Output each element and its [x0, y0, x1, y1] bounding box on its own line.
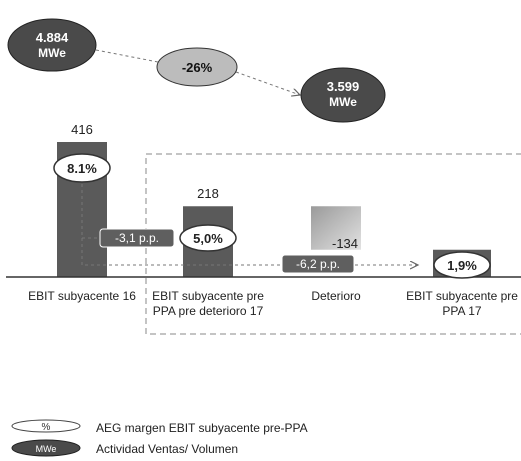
legend-text-volume: Actividad Ventas/ Volumen — [96, 442, 239, 456]
margin-label-0: 8.1% — [67, 161, 97, 176]
category-label-0: EBIT subyacente 16 — [28, 289, 136, 303]
volume-end-unit: MWe — [329, 95, 357, 109]
value-label-0: 416 — [71, 122, 93, 137]
bar-2 — [311, 206, 361, 250]
margin-change-label-0: -3,1 p.p. — [115, 231, 159, 245]
margin-change-box-0 — [99, 228, 175, 248]
volume-end-value: 3.599 — [327, 79, 360, 94]
volume-connector-1 — [95, 49, 159, 63]
category-label-1: PPA pre deterioro 17 — [153, 304, 264, 318]
margin-ellipse-3 — [433, 251, 491, 279]
margin-change-box-1 — [281, 254, 355, 274]
legend-symbol-margin — [11, 419, 81, 433]
volume-start-value: 4.884 — [36, 30, 69, 45]
legend-symbol-volume — [11, 439, 81, 457]
margin-change-label-1: -6,2 p.p. — [296, 257, 340, 271]
legend-text-margin: AEG margen EBIT subyacente pre-PPA — [96, 421, 308, 435]
volume-change-label: -26% — [182, 60, 213, 75]
category-label-3: PPA 17 — [442, 304, 481, 318]
margin-ellipse-1 — [179, 224, 237, 252]
margin-ellipse-0 — [53, 153, 111, 183]
volume-start-unit: MWe — [38, 46, 66, 60]
legend-symbol-volume-label: MWe — [36, 444, 57, 454]
volume-change-ellipse — [156, 47, 238, 87]
category-label-1: EBIT subyacente pre — [152, 289, 264, 303]
category-label-2: Deterioro — [311, 289, 361, 303]
value-label-1: 218 — [197, 186, 219, 201]
volume-connector-2 — [235, 71, 300, 95]
margin-label-3: 1,9% — [447, 258, 477, 273]
value-label-2: -134 — [332, 236, 358, 251]
volume-start-ellipse — [7, 18, 97, 72]
margin-label-1: 5,0% — [193, 231, 223, 246]
volume-end-ellipse — [300, 67, 386, 123]
legend-symbol-margin-label: % — [42, 422, 51, 433]
margin-connector-2 — [81, 238, 418, 265]
category-label-3: EBIT subyacente pre — [406, 289, 518, 303]
